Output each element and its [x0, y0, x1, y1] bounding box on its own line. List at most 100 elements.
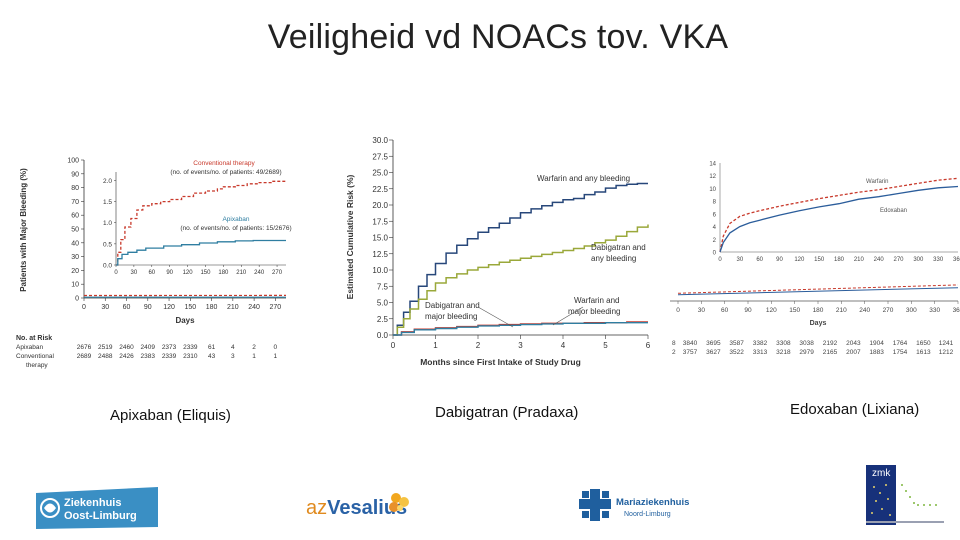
apix-ytick-label: 80	[71, 185, 79, 192]
dabi-xtick-label: 4	[561, 341, 566, 350]
apix-inset-xtick-label: 270	[272, 270, 283, 276]
dabi-xtick-label: 6	[646, 341, 651, 350]
edox-inset-xtick-label: 300	[913, 257, 924, 263]
edox-atrisk-value: 3308	[776, 340, 791, 347]
apix-ytick-label: 30	[71, 254, 79, 261]
cross-icon	[579, 489, 611, 521]
apix-atrisk-value: 3	[231, 353, 235, 360]
apix-atrisk-value: 2339	[183, 344, 198, 351]
edox-xtick-label: 210	[836, 307, 847, 314]
apix-inset-ytick-label: 1.0	[103, 220, 112, 227]
edox-xtick-label: 60	[721, 307, 729, 314]
edox-main-warfarin-line	[677, 284, 959, 294]
edox-atrisk-value: 3840	[683, 340, 698, 347]
edox-atrisk-value: 1764	[893, 340, 908, 347]
edox-atrisk-value: 3587	[729, 340, 744, 347]
apix-inset-conventional-line	[116, 180, 287, 266]
edox-atrisk-value: 1650	[916, 340, 931, 347]
edox-inset-ytick-label: 0	[713, 251, 717, 257]
dabi-ytick-label: 25.0	[372, 169, 388, 178]
apix-atrisk-value: 2409	[141, 344, 156, 351]
dabi-ylabel: Estimated Cumulative Risk (%)	[345, 174, 355, 299]
apix-atrisk-value: 2689	[77, 353, 92, 360]
vesalius-logo: azVesalius	[304, 488, 414, 527]
apix-atrisk-value: 2426	[119, 353, 134, 360]
apix-atrisk-value: 2460	[119, 344, 134, 351]
apix-inset-ytick-label: 0.5	[103, 241, 112, 248]
edox-inset-xtick-label: 60	[756, 257, 763, 263]
dabi-warfarin-major-line	[393, 322, 648, 336]
apix-annot-apix-1: Apixaban	[222, 216, 249, 223]
zmk-logo: zmk	[866, 465, 946, 532]
apix-xtick-label: 120	[163, 304, 175, 311]
apix-atrisk-value: 4	[231, 344, 235, 351]
maria-name: Mariaziekenhuis	[616, 497, 689, 508]
edox-xtick-label: 120	[766, 307, 777, 314]
edox-xtick-label: 30	[698, 307, 706, 314]
apix-inset-ytick-label: 2.0	[103, 178, 112, 185]
apix-atrisk-value: 2519	[98, 344, 113, 351]
edox-xtick-label: 300	[906, 307, 917, 314]
edox-inset-xtick-label: 0	[718, 257, 722, 263]
dabi-ytick-label: 5.0	[377, 299, 389, 308]
dabi-ytick-label: 22.5	[372, 185, 388, 194]
edoxaban-chart: 0306090120150180210240270300330360Days02…	[670, 162, 960, 356]
edox-atrisk-value: 2043	[846, 340, 861, 347]
apix-ylabel: Patients with Major Bleeding (%)	[19, 168, 28, 292]
edox-inset-ytick-label: 8	[713, 200, 717, 206]
apix-atrisk-value: 0	[274, 344, 278, 351]
edox-main-edoxaban-line	[677, 287, 959, 296]
edox-atrisk-value: 3627	[706, 349, 721, 356]
edox-inset-xtick-label: 30	[736, 257, 743, 263]
apix-inset-xtick-label: 30	[131, 270, 138, 276]
apix-ytick-label: 60	[71, 213, 79, 220]
dabi-label-warf-major-2: major bleeding	[568, 307, 620, 316]
apix-xtick-label: 30	[101, 304, 109, 311]
apix-ytick-label: 90	[71, 171, 79, 178]
edox-atrisk-value: 1241	[939, 340, 954, 347]
dabi-ytick-label: 30.0	[372, 136, 388, 145]
dabi-xtick-label: 2	[476, 341, 481, 350]
edox-xtick-label: 330	[929, 307, 940, 314]
edox-xtick-label: 240	[859, 307, 870, 314]
apix-xtick-label: 0	[82, 304, 86, 311]
edox-inset-edoxaban-line	[719, 185, 959, 253]
apix-xtick-label: 270	[270, 304, 282, 311]
vesalius-prefix: az	[306, 497, 327, 519]
apix-atrisk-value: 2676	[77, 344, 92, 351]
edox-atrisk-value: 2979	[799, 349, 814, 356]
zmk-label: zmk	[872, 468, 891, 479]
edox-inset-ytick-label: 4	[713, 225, 717, 231]
edox-atrisk-value: 2165	[823, 349, 838, 356]
dabi-label-warfarin-any: Warfarin and any bleeding	[537, 174, 630, 183]
apix-atrisk-value: 1	[252, 353, 256, 360]
edox-atrisk-value: 3382	[753, 340, 768, 347]
dabi-xtick-label: 3	[518, 341, 523, 350]
apix-ytick-label: 50	[71, 227, 79, 234]
apix-ytick-label: 100	[67, 158, 79, 165]
apix-inset-xtick-label: 60	[148, 270, 155, 276]
flower-icon	[389, 493, 409, 512]
dabi-ytick-label: 0.0	[377, 331, 389, 340]
apix-ytick-label: 40	[71, 240, 79, 247]
dabi-xtick-label: 1	[433, 341, 438, 350]
vesalius-name: Vesalius	[327, 497, 407, 519]
zol-logo: Ziekenhuis Oost-Limburg	[36, 487, 160, 534]
zol-emblem-icon	[40, 498, 60, 518]
edox-atrisk-label: 2	[672, 349, 676, 356]
maria-sub: Noord-Limburg	[624, 511, 671, 518]
apix-annot-conv-1: Conventional therapy	[193, 160, 255, 167]
edox-inset-xtick-label: 270	[893, 257, 904, 263]
edox-label-edoxaban: Edoxaban	[880, 208, 907, 214]
dabi-ytick-label: 27.5	[372, 152, 388, 161]
dabi-ytick-label: 12.5	[372, 250, 388, 259]
dabi-dabigatran-any-line	[393, 224, 649, 336]
apix-ytick-label: 0	[75, 296, 79, 303]
apix-inset-xtick-label: 210	[236, 270, 247, 276]
edox-xlabel: Days	[810, 320, 827, 327]
apix-atrisk-value: 2373	[162, 344, 177, 351]
apix-xtick-label: 60	[123, 304, 131, 311]
apixaban-chart: Patients with Major Bleeding (%)01020304…	[16, 158, 292, 370]
apix-ytick-label: 10	[71, 282, 79, 289]
edox-atrisk-value: 1754	[893, 349, 908, 356]
